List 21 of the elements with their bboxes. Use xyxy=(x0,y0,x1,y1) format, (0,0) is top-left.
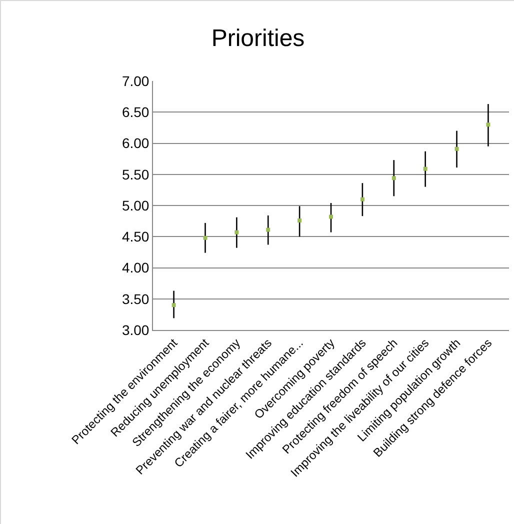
point xyxy=(486,122,490,127)
point xyxy=(360,197,364,202)
point xyxy=(203,236,208,240)
y-tick-label: 5.00 xyxy=(122,197,150,214)
point xyxy=(329,214,333,219)
point xyxy=(392,176,396,180)
point xyxy=(423,166,428,171)
y-tick-label: 3.00 xyxy=(122,322,150,338)
point xyxy=(266,228,270,232)
point xyxy=(454,146,459,151)
y-tick-label: 5.50 xyxy=(122,166,150,182)
y-tick-label: 4.50 xyxy=(122,228,150,245)
point xyxy=(234,230,239,234)
y-tick-label: 7.00 xyxy=(122,72,150,89)
point xyxy=(298,218,302,222)
y-tick-label: 3.50 xyxy=(122,290,150,307)
point xyxy=(172,303,176,308)
y-tick-label: 6.00 xyxy=(122,135,150,152)
chart-title: Priorities xyxy=(211,25,305,52)
y-tick-label: 6.50 xyxy=(122,104,150,120)
y-tick-label: 4.00 xyxy=(122,260,150,276)
